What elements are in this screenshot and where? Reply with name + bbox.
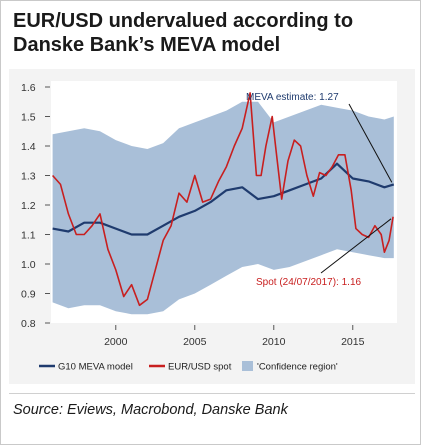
- meva-annotation-leader: [348, 103, 393, 183]
- divider: [9, 393, 415, 394]
- chart-title-line-2: Danske Bank’s MEVA model: [13, 34, 281, 56]
- x-tick-label: 2000: [104, 336, 128, 348]
- meva-line: [52, 162, 395, 236]
- y-tick-label: 1.5: [21, 112, 36, 124]
- y-tick-label: 1.4: [21, 141, 36, 153]
- y-tick-label: 1.3: [21, 171, 36, 183]
- spot-annotation: Spot (24/07/2017): 1.16: [256, 277, 362, 288]
- y-tick-label: 1.6: [21, 82, 36, 94]
- y-tick-label: 0.9: [21, 289, 36, 301]
- x-tick-label: 2015: [341, 336, 365, 348]
- legend-label-band: 'Confidence region': [257, 362, 338, 373]
- meva-estimate-annotation: MEVA estimate: 1.27: [246, 92, 339, 103]
- y-tick-label: 1.0: [21, 259, 36, 271]
- source-note: Source: Eviews, Macrobond, Danske Bank: [13, 402, 288, 418]
- spot-annotation-leader: [320, 218, 392, 274]
- x-tick-label: 2005: [183, 336, 207, 348]
- legend-swatch-band: [242, 361, 253, 371]
- confidence-band: [52, 101, 394, 315]
- chart-svg: 0.8 0.9 1.0 1.1 1.2 1.3 1.4 1.5 1.6 2000 2005 2010 2…: [21, 81, 397, 373]
- plot-panel: 0.8 0.9 1.0 1.1 1.2 1.3 1.4 1.5 1.6 2000 2005 2010 2…: [9, 69, 415, 384]
- legend-label-spot: EUR/USD spot: [168, 362, 232, 373]
- chart-title: EUR/USD undervalued according to Danske …: [13, 9, 413, 57]
- x-tick-label: 2010: [262, 336, 286, 348]
- y-tick-label: 0.8: [21, 318, 36, 330]
- spot-line: [52, 92, 394, 307]
- legend-label-meva: G10 MEVA model: [58, 362, 133, 373]
- chart-title-line-1: EUR/USD undervalued according to: [13, 10, 354, 32]
- y-tick-label: 1.1: [21, 230, 36, 242]
- y-tick-label: 1.2: [21, 200, 36, 212]
